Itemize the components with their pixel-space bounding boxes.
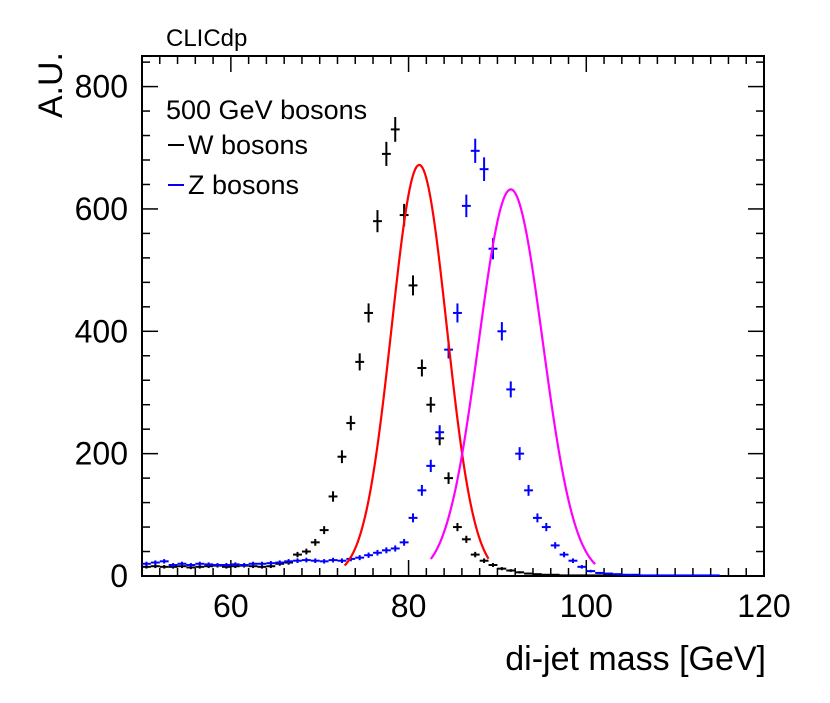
y-tick-label: 400: [75, 313, 128, 349]
data-point: [319, 526, 329, 535]
legend: 500 GeV bosons W bosons Z bosons: [166, 95, 367, 200]
data-point: [497, 567, 507, 571]
data-point: [417, 359, 427, 377]
data-point: [515, 571, 525, 574]
data-point: [150, 560, 160, 565]
data-point: [408, 275, 418, 296]
data-point: [150, 564, 160, 569]
data-point: [346, 415, 356, 431]
data-point: [301, 557, 311, 563]
data-point: [284, 559, 294, 564]
data-point: [488, 563, 498, 567]
data-point: [266, 561, 276, 566]
data-point: [453, 522, 462, 532]
data-point: [364, 303, 374, 323]
data-point: [257, 561, 267, 566]
data-point: [426, 397, 436, 413]
data-point: [390, 117, 400, 142]
data-point: [506, 569, 516, 572]
y-tick-labels: 0 200 400 600 800: [75, 69, 128, 594]
data-point: [461, 535, 471, 543]
y-axis-label: A.U.: [32, 52, 70, 118]
data-point: [559, 551, 569, 558]
x-tick-label: 80: [391, 588, 427, 624]
data-point: [550, 542, 560, 549]
y-tick-label: 200: [75, 436, 128, 472]
data-point: [577, 565, 587, 569]
data-point: [399, 538, 409, 546]
data-point: [470, 551, 480, 558]
data-point: [159, 559, 169, 564]
data-point: [195, 561, 205, 566]
y-tick-label: 800: [75, 69, 128, 105]
data-point: [435, 425, 445, 440]
z-fit-curve: [429, 188, 596, 565]
data-point: [310, 558, 320, 563]
x-axis-label: di-jet mass [GeV]: [505, 640, 766, 678]
legend-entry-z: Z bosons: [188, 170, 299, 200]
data-point: [275, 560, 285, 565]
data-point: [293, 558, 302, 563]
data-point: [159, 565, 169, 569]
data-point: [381, 547, 391, 554]
y-tick-label: 0: [110, 558, 128, 594]
data-point: [328, 557, 338, 563]
data-point: [417, 484, 427, 496]
data-point: [444, 472, 453, 484]
data-point: [337, 450, 347, 464]
w-fit-curve: [343, 163, 490, 567]
data-point: [221, 563, 231, 567]
x-tick-label: 100: [560, 588, 613, 624]
data-point: [381, 141, 391, 166]
data-point: [461, 194, 471, 218]
data-point: [426, 459, 436, 473]
data-point: [373, 549, 382, 556]
data-point: [355, 353, 365, 371]
data-point: [301, 548, 311, 555]
data-point: [373, 210, 382, 233]
data-point: [328, 491, 338, 502]
data-point: [515, 447, 525, 461]
data-point: [524, 484, 533, 496]
plot-frame: [141, 55, 765, 577]
experiment-label: CLICdp: [166, 25, 247, 52]
data-point: [204, 562, 214, 567]
data-point: [337, 558, 347, 563]
legend-entry-w: W bosons: [188, 130, 308, 160]
data-point: [177, 561, 187, 566]
data-point: [186, 563, 196, 567]
data-point: [355, 555, 365, 561]
y-tick-label: 600: [75, 191, 128, 227]
data-point: [319, 559, 329, 564]
data-point: [479, 157, 489, 182]
data-point: [239, 563, 249, 567]
data-point: [230, 562, 240, 567]
axis-ticks: [141, 56, 765, 577]
x-tick-labels: 60 80 100 120: [213, 588, 791, 624]
z-boson-points: [142, 138, 720, 577]
data-point: [568, 558, 578, 563]
data-point: [408, 513, 418, 523]
data-point: [142, 561, 151, 566]
data-point: [586, 569, 596, 573]
x-tick-label: 60: [213, 588, 249, 624]
data-point: [168, 563, 178, 567]
data-point: [532, 513, 542, 523]
data-point: [310, 538, 320, 546]
data-point: [364, 552, 374, 558]
data-point: [390, 545, 400, 552]
data-point: [506, 381, 516, 398]
data-point: [595, 571, 605, 574]
data-point: [248, 561, 258, 566]
data-point: [453, 303, 462, 323]
data-point: [470, 138, 480, 163]
data-point: [479, 558, 489, 563]
data-point: [213, 563, 222, 567]
data-point: [497, 322, 507, 341]
legend-title: 500 GeV bosons: [166, 95, 367, 125]
x-tick-label: 120: [737, 588, 790, 624]
data-point: [293, 551, 302, 558]
data-point: [541, 522, 551, 532]
